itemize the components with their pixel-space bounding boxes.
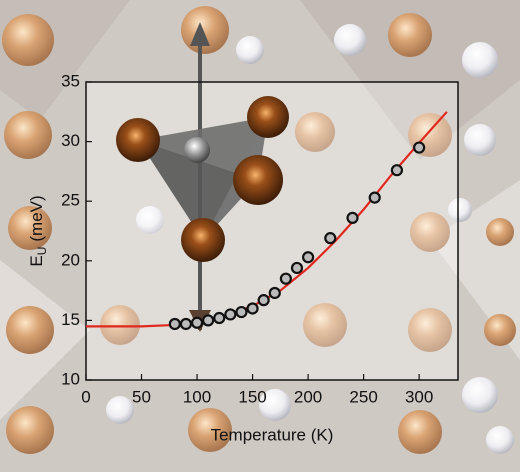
x-tick-label: 200 — [294, 387, 322, 406]
data-point — [179, 317, 193, 331]
data-point — [235, 305, 248, 319]
data-point — [368, 191, 381, 204]
data-point — [268, 286, 281, 300]
data-point — [301, 251, 315, 264]
data-point — [290, 261, 304, 275]
data-point — [279, 272, 292, 285]
data-point — [257, 294, 270, 307]
x-tick-label: 0 — [81, 387, 90, 406]
data-point — [390, 164, 404, 177]
y-tick-label: 10 — [61, 369, 80, 388]
data-point — [190, 316, 204, 329]
x-tick-label: 50 — [132, 387, 151, 406]
data-point — [246, 302, 259, 315]
x-tick-label: 100 — [183, 387, 211, 406]
x-tick-label: 300 — [405, 387, 433, 406]
data-point — [213, 311, 226, 325]
data-point — [224, 308, 237, 321]
y-label-unit: (meV) — [27, 195, 46, 241]
y-tick-label: 35 — [61, 71, 80, 90]
plot-frame — [85, 81, 459, 381]
y-axis-label: EU (meV) — [27, 195, 49, 266]
data-point — [346, 211, 359, 224]
x-axis-label: Temperature (K) — [211, 425, 334, 444]
data-point — [168, 317, 181, 331]
data-point — [202, 314, 215, 327]
y-tick-label: 25 — [61, 191, 80, 210]
y-label-sub: U — [35, 247, 49, 256]
y-tick-label: 15 — [61, 310, 80, 329]
y-label-main: E — [27, 255, 46, 266]
y-tick-label: 20 — [61, 250, 80, 269]
x-tick-label: 150 — [238, 387, 266, 406]
structure — [116, 22, 289, 332]
data-point — [324, 232, 337, 245]
y-tick-label: 30 — [61, 131, 80, 150]
data-point — [413, 141, 426, 154]
x-tick-label: 250 — [349, 387, 377, 406]
